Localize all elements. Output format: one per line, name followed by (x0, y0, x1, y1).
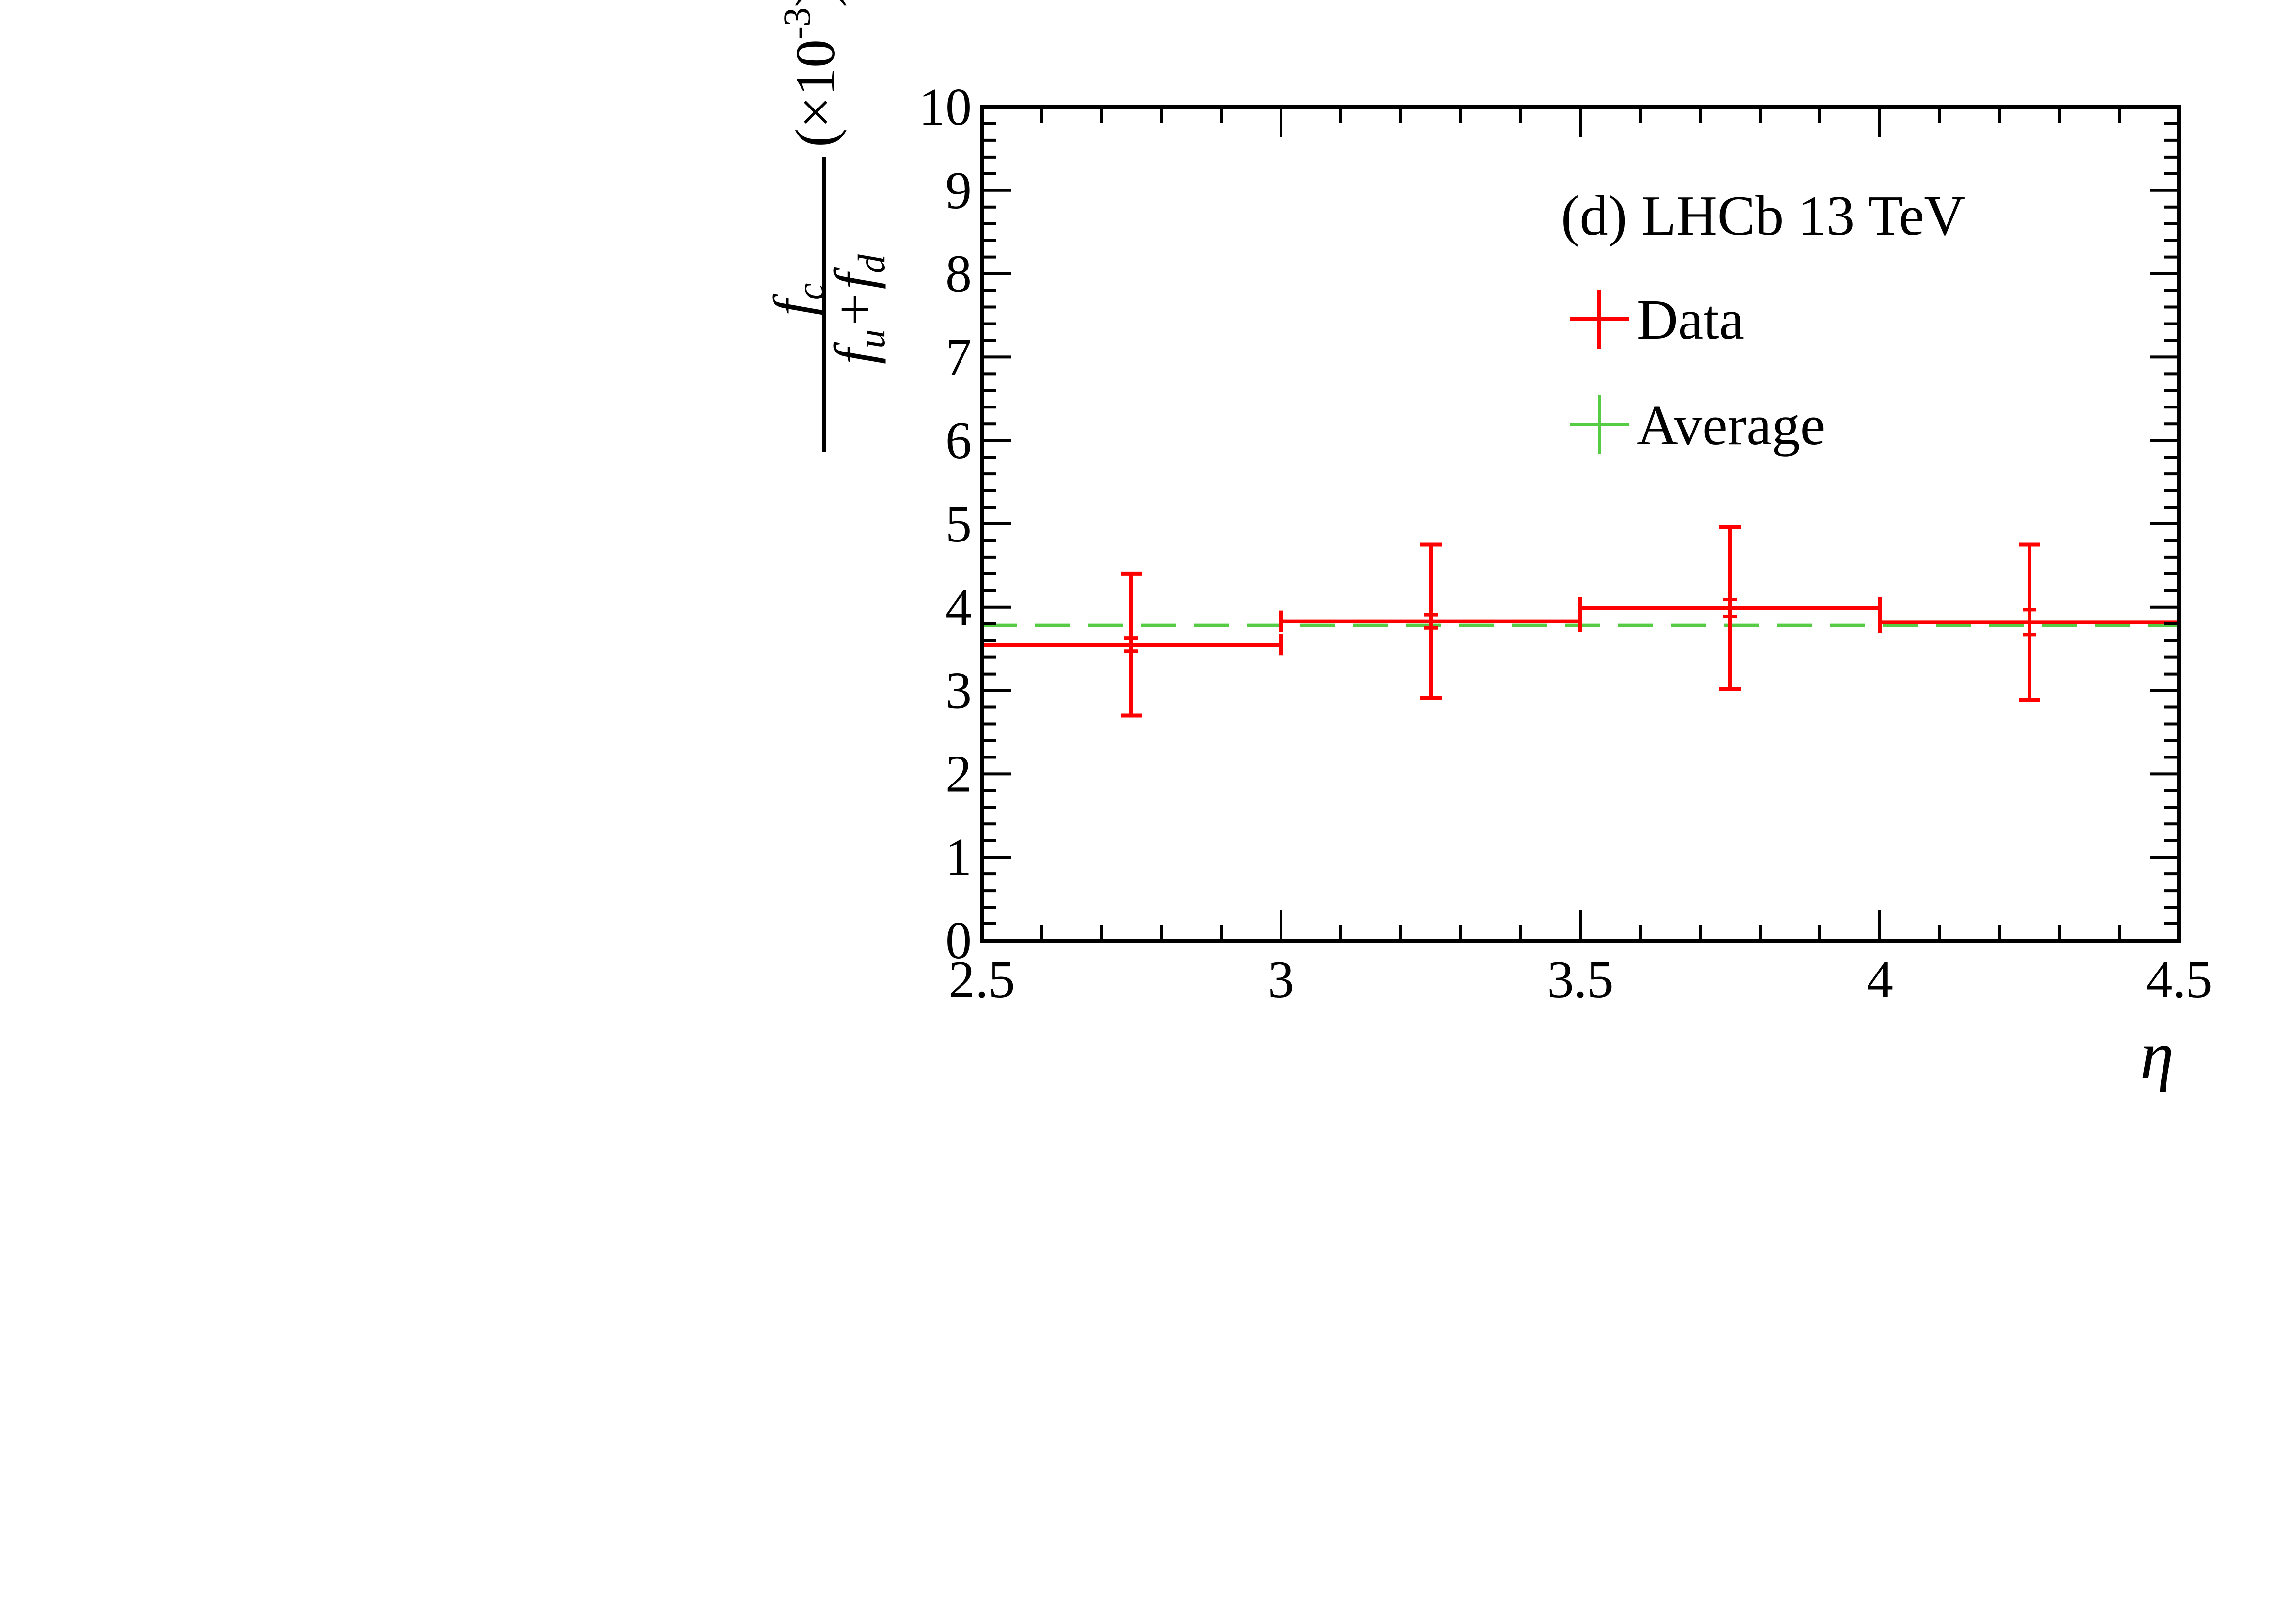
y-label-scale: (×10-3) (775, 0, 847, 147)
y-tick-label: 5 (945, 495, 972, 553)
y-tick-label: 2 (945, 745, 972, 803)
y-tick-label: 1 (945, 828, 972, 887)
data-series (980, 525, 2181, 718)
legend-entry-average: Average (1570, 394, 1825, 457)
legend-entry-data: Data (1570, 289, 1744, 352)
axis-ticks (980, 106, 2181, 942)
experiment-annotation: (d) LHCb 13 TeV (1561, 185, 1965, 247)
x-axis-label: η (2140, 1017, 2174, 1092)
y-tick-label: 7 (945, 328, 972, 386)
x-tick-label: 2.5 (949, 950, 1015, 1009)
legend: Data Average (1570, 289, 1825, 457)
y-label-numerator: fc (762, 283, 831, 316)
legend-label-data: Data (1637, 289, 1744, 352)
y-tick-label: 4 (945, 578, 972, 637)
x-tick-label: 3.5 (1548, 950, 1614, 1009)
x-tick-label: 3 (1268, 950, 1294, 1009)
y-tick-label: 6 (945, 411, 972, 470)
y-tick-label: 9 (945, 162, 972, 220)
y-tick-label: 3 (945, 662, 972, 720)
legend-label-average: Average (1637, 394, 1825, 457)
x-tick-label: 4 (1867, 950, 1893, 1009)
x-tick-label: 4.5 (2146, 950, 2213, 1009)
tick-labels: 0 1 2 3 4 5 6 7 8 9 10 2.5 3 3.5 4 4.5 (919, 78, 2213, 1009)
y-tick-label: 8 (945, 245, 972, 303)
y-tick-label: 0 (945, 912, 972, 970)
y-tick-label: 10 (919, 78, 972, 136)
y-axis-label: fc fu+fd (×10-3) (762, 0, 893, 452)
y-label-denominator: fu+fd (824, 254, 893, 364)
